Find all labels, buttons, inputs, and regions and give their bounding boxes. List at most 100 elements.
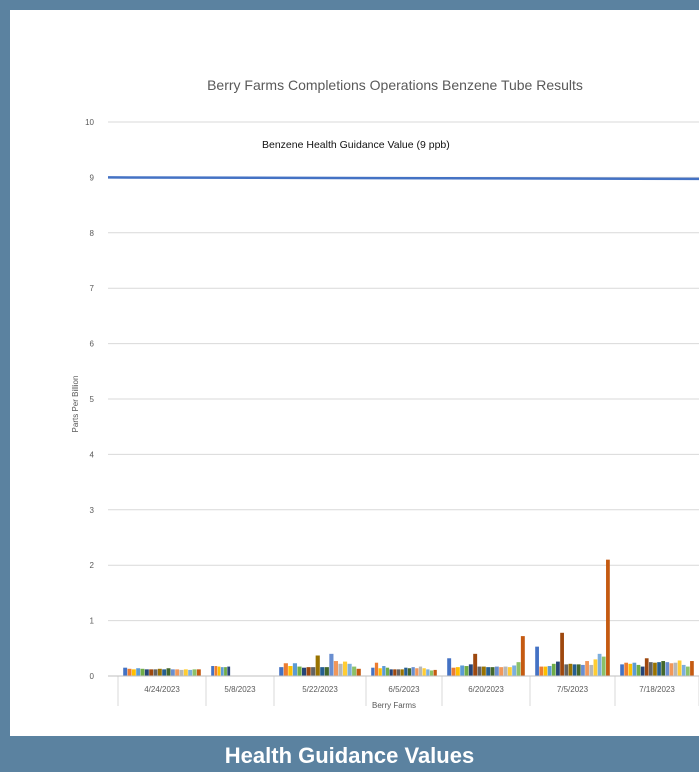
bar [175,669,180,676]
y-tick-label: 9 [90,173,95,182]
bar [418,666,423,676]
reference-line-label: Benzene Health Guidance Value (9 ppb) [262,139,450,151]
bar [297,666,302,676]
bar [481,666,486,676]
bar [628,663,633,676]
bar [473,653,478,676]
bar [407,668,412,676]
bar [292,663,298,676]
bar [333,661,339,676]
bar [140,668,145,676]
y-axis-title: Parts Per Billion [71,376,80,433]
bar [464,666,469,676]
bar [516,662,521,676]
bar [648,662,653,676]
bar [685,666,690,676]
bar [288,666,293,676]
bar [179,669,184,676]
x-axis: 4/24/2023 5/8/2023 5/22/2023 6/5/2023 6/20/2… [108,675,699,706]
bar [196,669,201,676]
x-tick-label: 6/5/2023 [388,685,420,694]
bar [644,658,649,676]
bar [535,646,539,676]
bar [653,662,657,676]
x-tick-label: 7/18/2023 [639,685,675,694]
reference-line [107,176,699,181]
bar [183,669,188,676]
bar [136,668,141,676]
bar [371,667,375,676]
y-tick-labels: 0 1 2 3 4 5 6 7 8 9 10 [85,118,94,681]
bars [123,559,694,676]
bar [149,669,154,676]
bar [681,664,686,676]
bar [411,667,415,676]
bar [188,669,193,676]
y-tick-label: 3 [90,506,95,515]
bar [512,665,517,676]
bar [162,669,167,676]
bar [389,669,393,676]
x-tick-label: 4/24/2023 [144,685,180,694]
bar [589,664,594,676]
bar [677,660,682,676]
bar [400,669,404,676]
bar [433,669,437,676]
bar [192,669,197,676]
y-tick-label: 4 [90,450,95,459]
bar [347,663,352,676]
bar [404,667,408,676]
bar [494,666,499,676]
bar [220,667,224,676]
y-tick-label: 7 [90,284,95,293]
bar [661,661,666,676]
bar [547,666,552,676]
bar [415,668,419,676]
bar [636,664,641,676]
bar [306,667,311,676]
bar [153,669,158,676]
gridlines [108,121,699,677]
bar [170,669,175,676]
bar [127,668,132,676]
bar [673,662,678,676]
y-tick-label: 8 [90,229,95,238]
bar [585,661,589,676]
bar [214,666,218,676]
bar [320,667,325,676]
bar [123,667,128,676]
y-tick-label: 10 [85,118,94,127]
bar [593,659,598,676]
bar [568,663,573,676]
bar [224,667,227,676]
bar [385,667,390,676]
bar [640,666,645,676]
bar [144,669,149,676]
chart-panel: Berry Farms Completions Operations Benze… [10,10,699,736]
bar [486,667,491,676]
bar [624,662,629,676]
bar [378,668,382,676]
bar [690,661,694,676]
bar [131,669,136,676]
bar [543,666,548,676]
bar [426,669,430,676]
bar [581,664,585,676]
bar [374,662,379,676]
bar [157,668,162,676]
bar [356,668,361,676]
bar [455,667,460,676]
bar [311,667,316,676]
bar [601,656,606,676]
bar [393,669,397,676]
bar [597,653,602,676]
bar [396,669,401,676]
bar [503,666,508,676]
bar [382,666,386,676]
bar [422,668,426,676]
bar [342,661,348,676]
bar [301,667,307,676]
bar [572,664,577,676]
footer-label: Health Guidance Values [224,743,475,768]
x-tick-label: 5/22/2023 [302,685,338,694]
